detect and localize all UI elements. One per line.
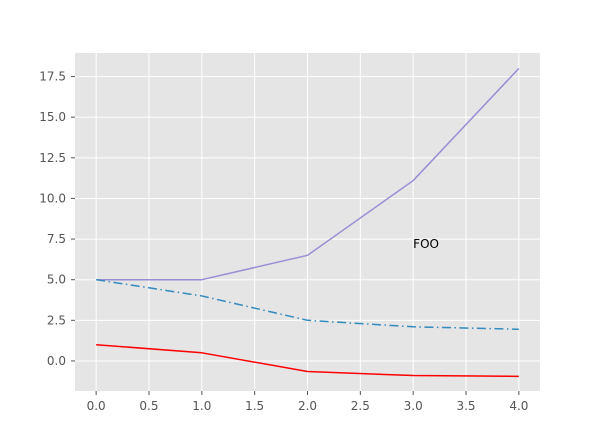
- x-tick-label: 2.0: [298, 399, 317, 413]
- series-layer: [96, 67, 520, 378]
- series-line-1: [96, 67, 520, 281]
- annotations-layer: FOO: [413, 237, 439, 251]
- y-tick-label: 17.5: [39, 70, 66, 84]
- y-tick-label: 2.5: [47, 313, 66, 327]
- y-axis: 0.0 2.5 5.0 7.5 10.0 12.5 15.0 17.5: [39, 70, 75, 368]
- x-tick-label: 4.0: [509, 399, 528, 413]
- x-tick-label: 3.5: [456, 399, 475, 413]
- x-tick-label: 3.0: [404, 399, 423, 413]
- y-tick-label: 0.0: [47, 354, 66, 368]
- series-line-2: [96, 278, 519, 330]
- x-tick-label: 1.0: [192, 399, 211, 413]
- x-tick-label: 2.5: [351, 399, 370, 413]
- annotation-label: FOO: [413, 237, 439, 251]
- x-tick-label: 0.0: [87, 399, 106, 413]
- y-tick-label: 5.0: [47, 273, 66, 287]
- x-axis: 0.0 0.5 1.0 1.5 2.0 2.5 3.0 3.5 4.0: [87, 391, 528, 413]
- x-tick-label: 0.5: [139, 399, 158, 413]
- y-tick-label: 12.5: [39, 151, 66, 165]
- series-line-3: [96, 343, 519, 378]
- y-tick-label: 7.5: [47, 232, 66, 246]
- x-tick-label: 1.5: [245, 399, 264, 413]
- y-tick-label: 15.0: [39, 110, 66, 124]
- y-tick-label: 10.0: [39, 191, 66, 205]
